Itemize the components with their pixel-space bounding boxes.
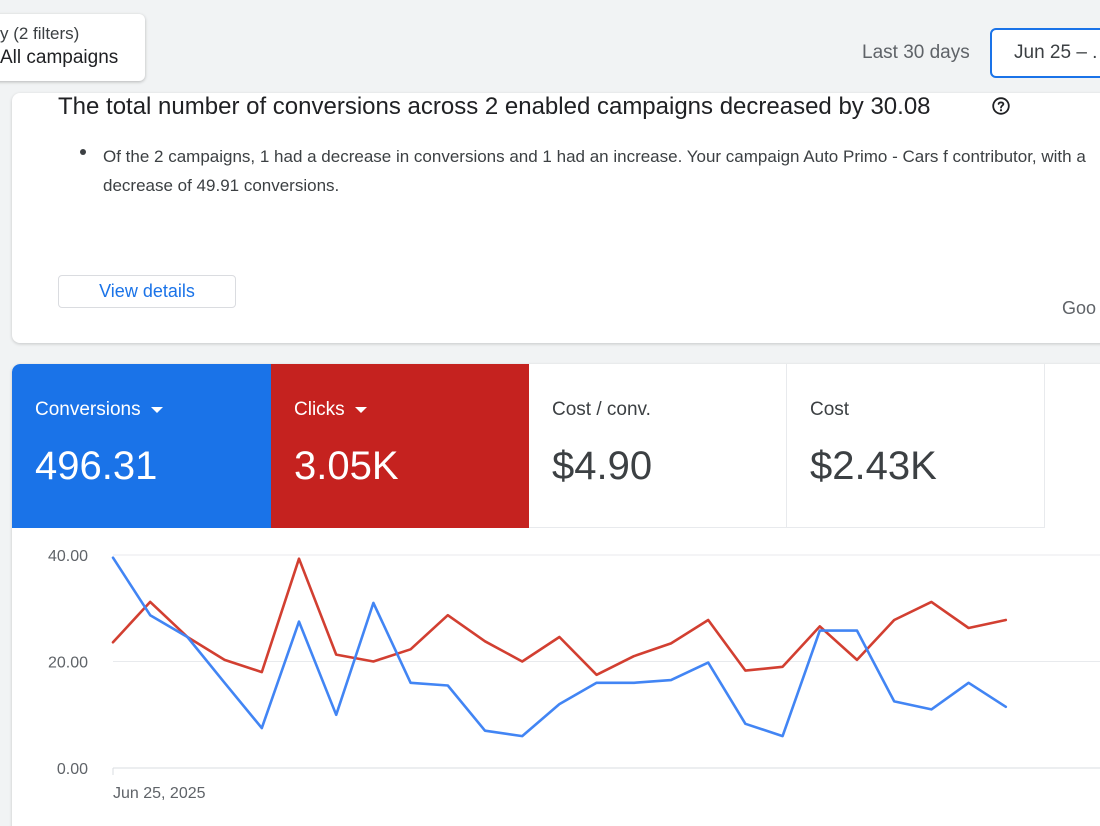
- date-range-value: Jun 25 – .: [1014, 42, 1098, 63]
- metric-value-clicks: 3.05K: [294, 444, 399, 488]
- metric-tile-conversions[interactable]: Conversions 496.31: [12, 364, 271, 528]
- y-tick-label: 40.00: [48, 548, 88, 565]
- metric-value-cost-per-conv: $4.90: [552, 444, 653, 488]
- dropdown-caret-icon[interactable]: [150, 406, 163, 413]
- date-range-label: Last 30 days: [862, 42, 970, 63]
- campaign-filter-chip[interactable]: y (2 filters) All campaigns: [0, 14, 145, 81]
- insight-title: The total number of conversions across 2…: [58, 93, 931, 120]
- metric-label-conversions: Conversions: [35, 399, 163, 421]
- metric-tile-clicks[interactable]: Clicks 3.05K: [271, 364, 529, 528]
- filter-count-label: y (2 filters): [0, 24, 80, 43]
- filter-scope-label: All campaigns: [0, 47, 119, 68]
- performance-line-chart: 40.00 20.00 0.00 Jun 25, 2025: [48, 548, 1100, 802]
- metric-tile-cost-per-conv[interactable]: Cost / conv. $4.90: [529, 364, 787, 528]
- metric-value-cost: $2.43K: [810, 444, 937, 488]
- metric-value-conversions: 496.31: [35, 444, 158, 488]
- metric-label-cost: Cost: [810, 399, 850, 420]
- metric-label-clicks: Clicks: [294, 399, 367, 421]
- view-details-button[interactable]: View details: [58, 275, 236, 308]
- y-tick-label: 0.00: [57, 761, 88, 778]
- help-circle-icon[interactable]: [991, 96, 1011, 116]
- bullet-dot: [80, 149, 86, 155]
- date-range-picker[interactable]: Jun 25 – .: [990, 28, 1100, 78]
- dropdown-caret-icon[interactable]: [354, 406, 367, 413]
- top-bar: y (2 filters) All campaigns Last 30 days…: [0, 0, 1100, 92]
- conversions-label-text: Conversions: [35, 399, 141, 420]
- metric-label-cost-per-conv: Cost / conv.: [552, 399, 651, 420]
- clicks-label-text: Clicks: [294, 399, 345, 420]
- metric-tile-cost[interactable]: Cost $2.43K: [787, 364, 1045, 528]
- y-tick-label: 20.00: [48, 655, 88, 672]
- insight-card: The total number of conversions across 2…: [12, 93, 1100, 343]
- x-tick-label: Jun 25, 2025: [113, 785, 206, 802]
- insight-bullet-text: Of the 2 campaigns, 1 had a decrease in …: [103, 147, 1086, 195]
- series-line-conversions[interactable]: [111, 556, 1008, 738]
- series-line-clicks[interactable]: [111, 557, 1008, 677]
- performance-card: Conversions 496.31 Clicks 3.05K Cost / c…: [12, 364, 1100, 826]
- source-label: Goo: [1062, 298, 1097, 318]
